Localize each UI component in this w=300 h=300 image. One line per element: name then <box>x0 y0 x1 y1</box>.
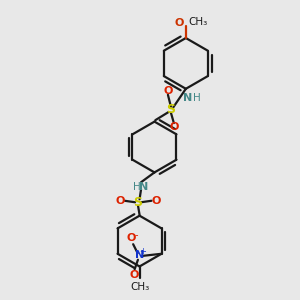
Text: O: O <box>175 18 184 28</box>
Text: CH₃: CH₃ <box>130 282 149 292</box>
Text: O: O <box>127 233 136 243</box>
Text: O: O <box>151 196 161 206</box>
Text: O: O <box>129 270 138 280</box>
Text: H: H <box>193 93 201 103</box>
Text: O: O <box>163 86 172 96</box>
Text: S: S <box>134 196 142 209</box>
Text: -: - <box>134 230 138 240</box>
Text: N: N <box>139 182 148 192</box>
Text: S: S <box>167 103 176 116</box>
Text: +: + <box>140 247 146 256</box>
Text: N: N <box>134 250 144 260</box>
Text: O: O <box>116 196 125 206</box>
Text: N: N <box>183 93 192 103</box>
Text: CH₃: CH₃ <box>189 16 208 27</box>
Text: O: O <box>169 122 178 132</box>
Text: H: H <box>133 182 140 192</box>
